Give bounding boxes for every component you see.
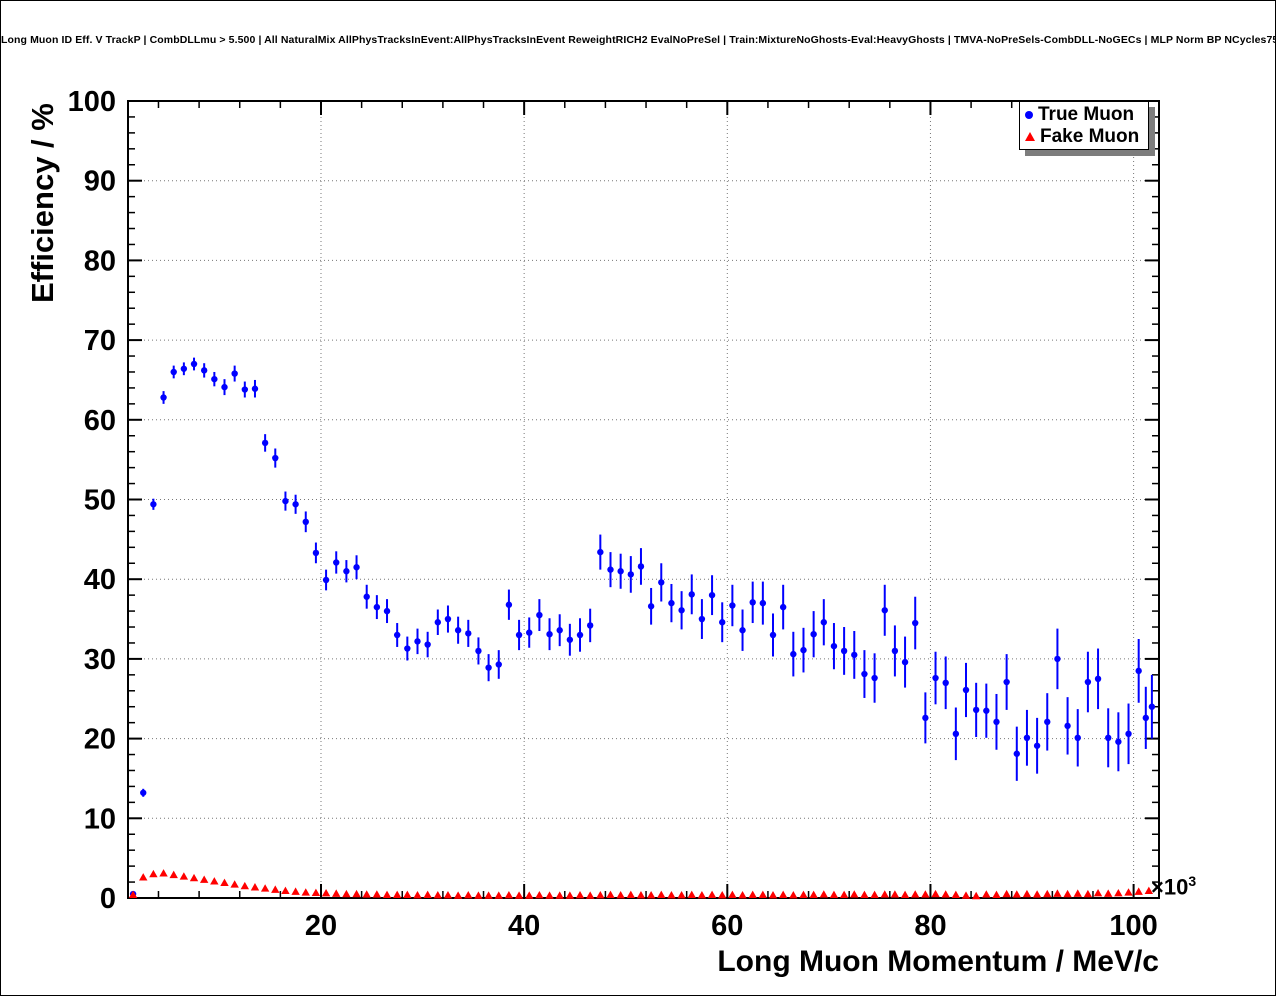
svg-text:50: 50 <box>84 485 116 517</box>
svg-text:0: 0 <box>100 883 116 915</box>
x-scale-exponent: 3 <box>1188 873 1197 889</box>
x-axis-title: Long Muon Momentum / MeV/c <box>717 945 1159 978</box>
svg-text:90: 90 <box>84 166 116 198</box>
fake-muon-triangle-marker-icon <box>1025 131 1035 141</box>
tick-labels: 20 40 60 80 100 0 10 20 30 40 50 60 70 80 90 100 <box>68 86 1158 942</box>
svg-text:100: 100 <box>68 86 116 118</box>
series-fake-muon <box>128 869 1154 900</box>
svg-text:60: 60 <box>711 910 743 942</box>
true-muon-circle-marker-icon <box>1025 110 1033 119</box>
svg-text:60: 60 <box>84 405 116 437</box>
series-true-muon <box>129 357 1156 898</box>
legend-label-true-muon: True Muon <box>1038 104 1135 126</box>
axis-ticks <box>128 100 1159 899</box>
y-axis-title: Efficiency / % <box>25 103 60 303</box>
svg-text:100: 100 <box>1109 910 1157 942</box>
legend-entry-fake-muon: Fake Muon <box>1020 126 1148 146</box>
svg-text:20: 20 <box>305 910 337 942</box>
svg-text:80: 80 <box>914 910 946 942</box>
svg-text:30: 30 <box>84 644 116 676</box>
legend: True Muon Fake Muon <box>1019 101 1149 150</box>
x-scale-base: ×10 <box>1151 874 1189 900</box>
x-axis-scale-factor: ×103 <box>1151 873 1196 900</box>
svg-text:40: 40 <box>84 564 116 596</box>
svg-text:10: 10 <box>84 803 116 835</box>
svg-text:70: 70 <box>84 325 116 357</box>
legend-entry-true-muon: True Muon <box>1020 105 1148 125</box>
gridlines <box>128 100 1159 898</box>
legend-label-fake-muon: Fake Muon <box>1040 125 1140 147</box>
svg-text:80: 80 <box>84 245 116 277</box>
plot-title: Long Muon ID Eff. V TrackP | CombDLLmu >… <box>1 34 1275 46</box>
svg-text:20: 20 <box>84 724 116 756</box>
svg-text:40: 40 <box>508 910 540 942</box>
